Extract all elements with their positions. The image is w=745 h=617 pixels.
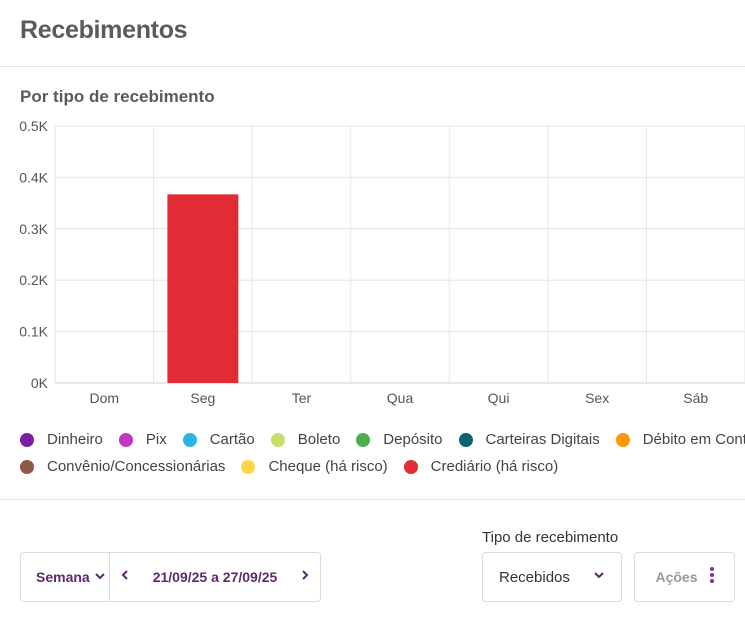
x-tick-label: Qui: [488, 390, 510, 406]
legend-label: Dinheiro: [47, 431, 103, 448]
chevron-down-icon: [593, 568, 605, 586]
chart-title: Por tipo de recebimento: [20, 87, 215, 106]
x-tick-label: Sex: [585, 390, 609, 406]
legend-label: Pix: [145, 431, 167, 448]
y-tick-label: 0K: [31, 375, 49, 391]
receipt-type-select[interactable]: Recebidos: [482, 552, 622, 602]
previous-week-button[interactable]: [110, 553, 140, 601]
x-tick-label: Qua: [387, 390, 414, 406]
receipt-type-label: Tipo de recebimento: [482, 529, 619, 546]
x-tick-label: Seg: [190, 390, 215, 406]
period-select-label: Semana: [36, 569, 90, 585]
legend-color-dot: [118, 432, 133, 447]
legend-label: Cartão: [209, 431, 255, 448]
legend-color-dot: [615, 432, 630, 447]
legend-item[interactable]: Depósito: [356, 431, 443, 448]
legend-color-dot: [458, 432, 473, 447]
legend-item[interactable]: Cheque (há risco): [241, 458, 388, 475]
legend-item[interactable]: Dinheiro: [20, 431, 103, 448]
legend-row: Dinheiro Pix Cartão Boleto Depósito Carteiras…: [20, 426, 745, 453]
legend-label: Crediário (há risco): [430, 458, 559, 475]
y-tick-label: 0.2K: [19, 272, 48, 288]
legend-item[interactable]: Cartão: [182, 431, 255, 448]
legend-item[interactable]: Carteiras Digitais: [458, 431, 600, 448]
legend-label: Convênio/Concessionárias: [47, 458, 226, 475]
actions-button[interactable]: Ações: [634, 552, 735, 602]
actions-button-label: Ações: [655, 569, 698, 585]
page-title: Recebimentos: [20, 16, 188, 44]
x-tick-label: Ter: [292, 390, 312, 406]
x-tick-label: Sáb: [683, 390, 708, 406]
chart-bars: [167, 194, 239, 383]
chevron-left-icon: [120, 568, 130, 586]
next-week-button[interactable]: [290, 553, 320, 601]
legend-item[interactable]: Boleto: [270, 431, 341, 448]
chart-axis-labels: 0K 0.1K 0.2K 0.3K 0.4K 0.5K Dom Seg Ter Qua Qui Sex…: [19, 118, 708, 406]
chart-grid: [54, 125, 745, 384]
legend-label: Débito em Conta: [642, 431, 745, 448]
receipt-type-value: Recebidos: [499, 568, 570, 586]
date-range-label: 21/09/25 a 27/09/25: [152, 569, 278, 585]
chevron-right-icon: [300, 568, 310, 586]
legend-color-dot: [270, 432, 285, 447]
legend-label: Cheque (há risco): [268, 458, 388, 475]
legend-color-dot: [356, 432, 371, 447]
y-tick-label: 0.5K: [19, 118, 48, 134]
chart-legend: Dinheiro Pix Cartão Boleto Depósito Carteiras…: [20, 426, 745, 480]
date-range-control: Semana 21/09/25 a 27/09/25: [20, 552, 321, 602]
legend-color-dot: [241, 459, 256, 474]
y-tick-label: 0.4K: [19, 169, 48, 185]
period-select[interactable]: Semana: [21, 553, 110, 601]
legend-item[interactable]: Débito em Conta: [615, 431, 745, 448]
legend-color-dot: [403, 459, 418, 474]
section-divider: [0, 499, 745, 500]
legend-color-dot: [182, 432, 197, 447]
legend-item[interactable]: Pix: [118, 431, 167, 448]
legend-label: Depósito: [383, 431, 443, 448]
legend-color-dot: [20, 432, 34, 447]
legend-color-dot: [20, 459, 34, 474]
legend-label: Carteiras Digitais: [485, 431, 600, 448]
chart-bar: [167, 194, 239, 383]
y-tick-label: 0.3K: [19, 221, 48, 237]
y-tick-label: 0.1K: [19, 324, 48, 340]
page-header: Recebimentos: [0, 0, 745, 67]
chevron-down-icon: [94, 569, 106, 585]
legend-label: Boleto: [297, 431, 341, 448]
bar-chart: 0K 0.1K 0.2K 0.3K 0.4K 0.5K Dom Seg Ter Qua Qui Sex…: [19, 118, 745, 406]
legend-item[interactable]: Crediário (há risco): [403, 458, 559, 475]
legend-row: Convênio/Concessionárias Cheque (há risco…: [20, 453, 735, 480]
more-vertical-icon: [709, 566, 714, 588]
legend-item[interactable]: Convênio/Concessionárias: [20, 458, 225, 475]
x-tick-label: Dom: [90, 390, 120, 406]
